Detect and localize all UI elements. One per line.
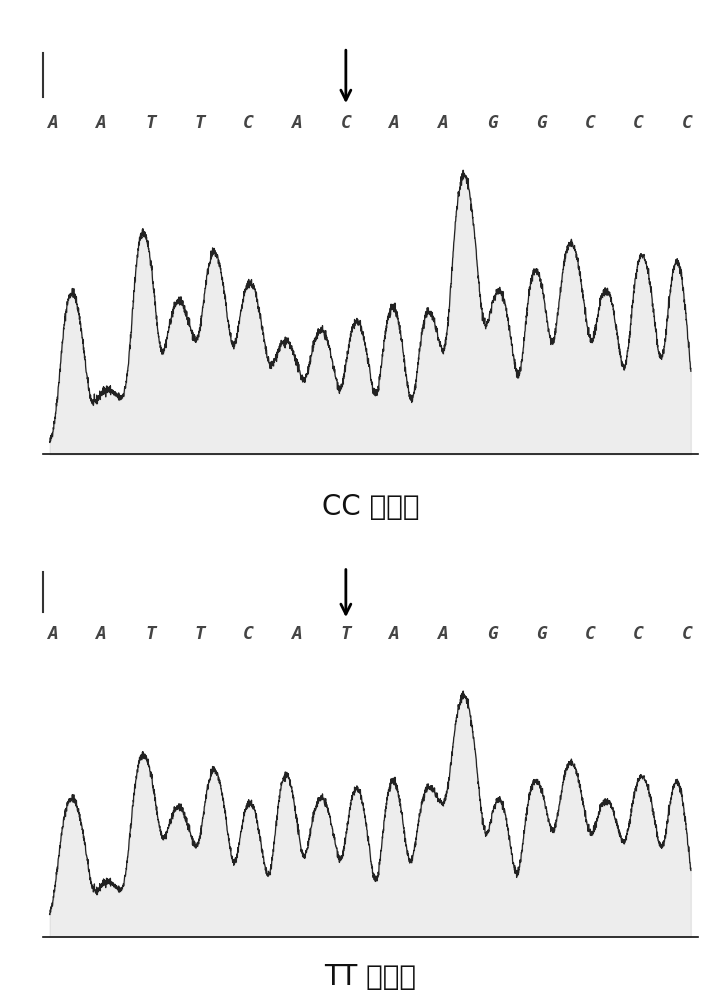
Text: A: A xyxy=(292,114,303,132)
Text: G: G xyxy=(487,114,498,132)
Text: A: A xyxy=(48,625,58,643)
Text: T: T xyxy=(194,625,205,643)
Text: CC 基因型: CC 基因型 xyxy=(322,493,419,522)
Text: C: C xyxy=(633,114,644,132)
Text: A: A xyxy=(389,114,400,132)
Text: G: G xyxy=(536,625,547,643)
Text: C: C xyxy=(584,114,595,132)
Text: A: A xyxy=(389,625,400,643)
Text: C: C xyxy=(682,114,693,132)
Text: A: A xyxy=(438,114,449,132)
Text: T: T xyxy=(145,114,156,132)
Text: C: C xyxy=(242,625,253,643)
Text: T: T xyxy=(340,625,351,643)
Text: T: T xyxy=(145,625,156,643)
Text: C: C xyxy=(242,114,253,132)
Text: T: T xyxy=(194,114,205,132)
Text: G: G xyxy=(536,114,547,132)
Text: C: C xyxy=(682,625,693,643)
Text: A: A xyxy=(292,625,303,643)
Text: C: C xyxy=(340,114,351,132)
Text: A: A xyxy=(97,114,107,132)
Text: C: C xyxy=(633,625,644,643)
Text: A: A xyxy=(438,625,449,643)
Text: G: G xyxy=(487,625,498,643)
Text: A: A xyxy=(48,114,58,132)
Text: C: C xyxy=(584,625,595,643)
Text: TT 基因型: TT 基因型 xyxy=(325,964,416,992)
Text: A: A xyxy=(97,625,107,643)
